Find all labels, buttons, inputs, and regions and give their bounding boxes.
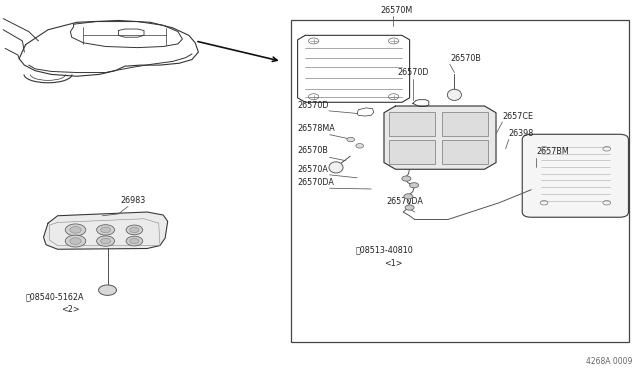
Text: 26570D: 26570D (297, 101, 328, 110)
Ellipse shape (347, 137, 355, 142)
Ellipse shape (329, 162, 343, 173)
Bar (389, 140, 435, 164)
Circle shape (130, 227, 139, 232)
Bar (291, 20, 629, 342)
Text: <2>: <2> (61, 305, 79, 314)
Text: 26570B: 26570B (297, 147, 328, 155)
Circle shape (65, 224, 86, 236)
Text: 26570M: 26570M (380, 6, 412, 15)
Bar (442, 140, 488, 164)
Circle shape (100, 238, 111, 244)
Circle shape (97, 225, 115, 235)
Circle shape (65, 235, 86, 247)
Text: Ⓢ08540-5162A: Ⓢ08540-5162A (26, 292, 84, 301)
Text: 26983: 26983 (120, 196, 145, 205)
Circle shape (97, 236, 115, 246)
Text: 26398: 26398 (509, 129, 534, 138)
Circle shape (126, 225, 143, 235)
Text: 26578MA: 26578MA (297, 124, 335, 133)
FancyBboxPatch shape (522, 134, 628, 217)
Circle shape (99, 285, 116, 295)
Text: Ⓢ08513-40810: Ⓢ08513-40810 (355, 246, 413, 255)
Bar (442, 112, 488, 136)
Ellipse shape (356, 144, 364, 148)
Text: 26570DA: 26570DA (387, 198, 424, 206)
Text: 4268A 0009: 4268A 0009 (586, 357, 632, 366)
Text: <1>: <1> (384, 259, 403, 268)
Text: 26570B: 26570B (450, 54, 481, 63)
Text: 2657BM: 2657BM (536, 147, 569, 156)
Text: 26570D: 26570D (397, 68, 429, 77)
Bar (389, 112, 435, 136)
Circle shape (130, 238, 139, 244)
Ellipse shape (405, 205, 414, 210)
Ellipse shape (402, 176, 411, 181)
Circle shape (126, 236, 143, 246)
Text: 26570DA: 26570DA (297, 178, 334, 187)
Circle shape (70, 238, 81, 244)
Polygon shape (44, 212, 168, 249)
Circle shape (70, 227, 81, 233)
Polygon shape (384, 106, 496, 169)
Ellipse shape (410, 183, 419, 188)
Text: 2657CE: 2657CE (502, 112, 533, 121)
Ellipse shape (447, 89, 461, 100)
Text: 26570A: 26570A (297, 165, 328, 174)
Ellipse shape (404, 194, 413, 199)
Circle shape (100, 227, 111, 233)
